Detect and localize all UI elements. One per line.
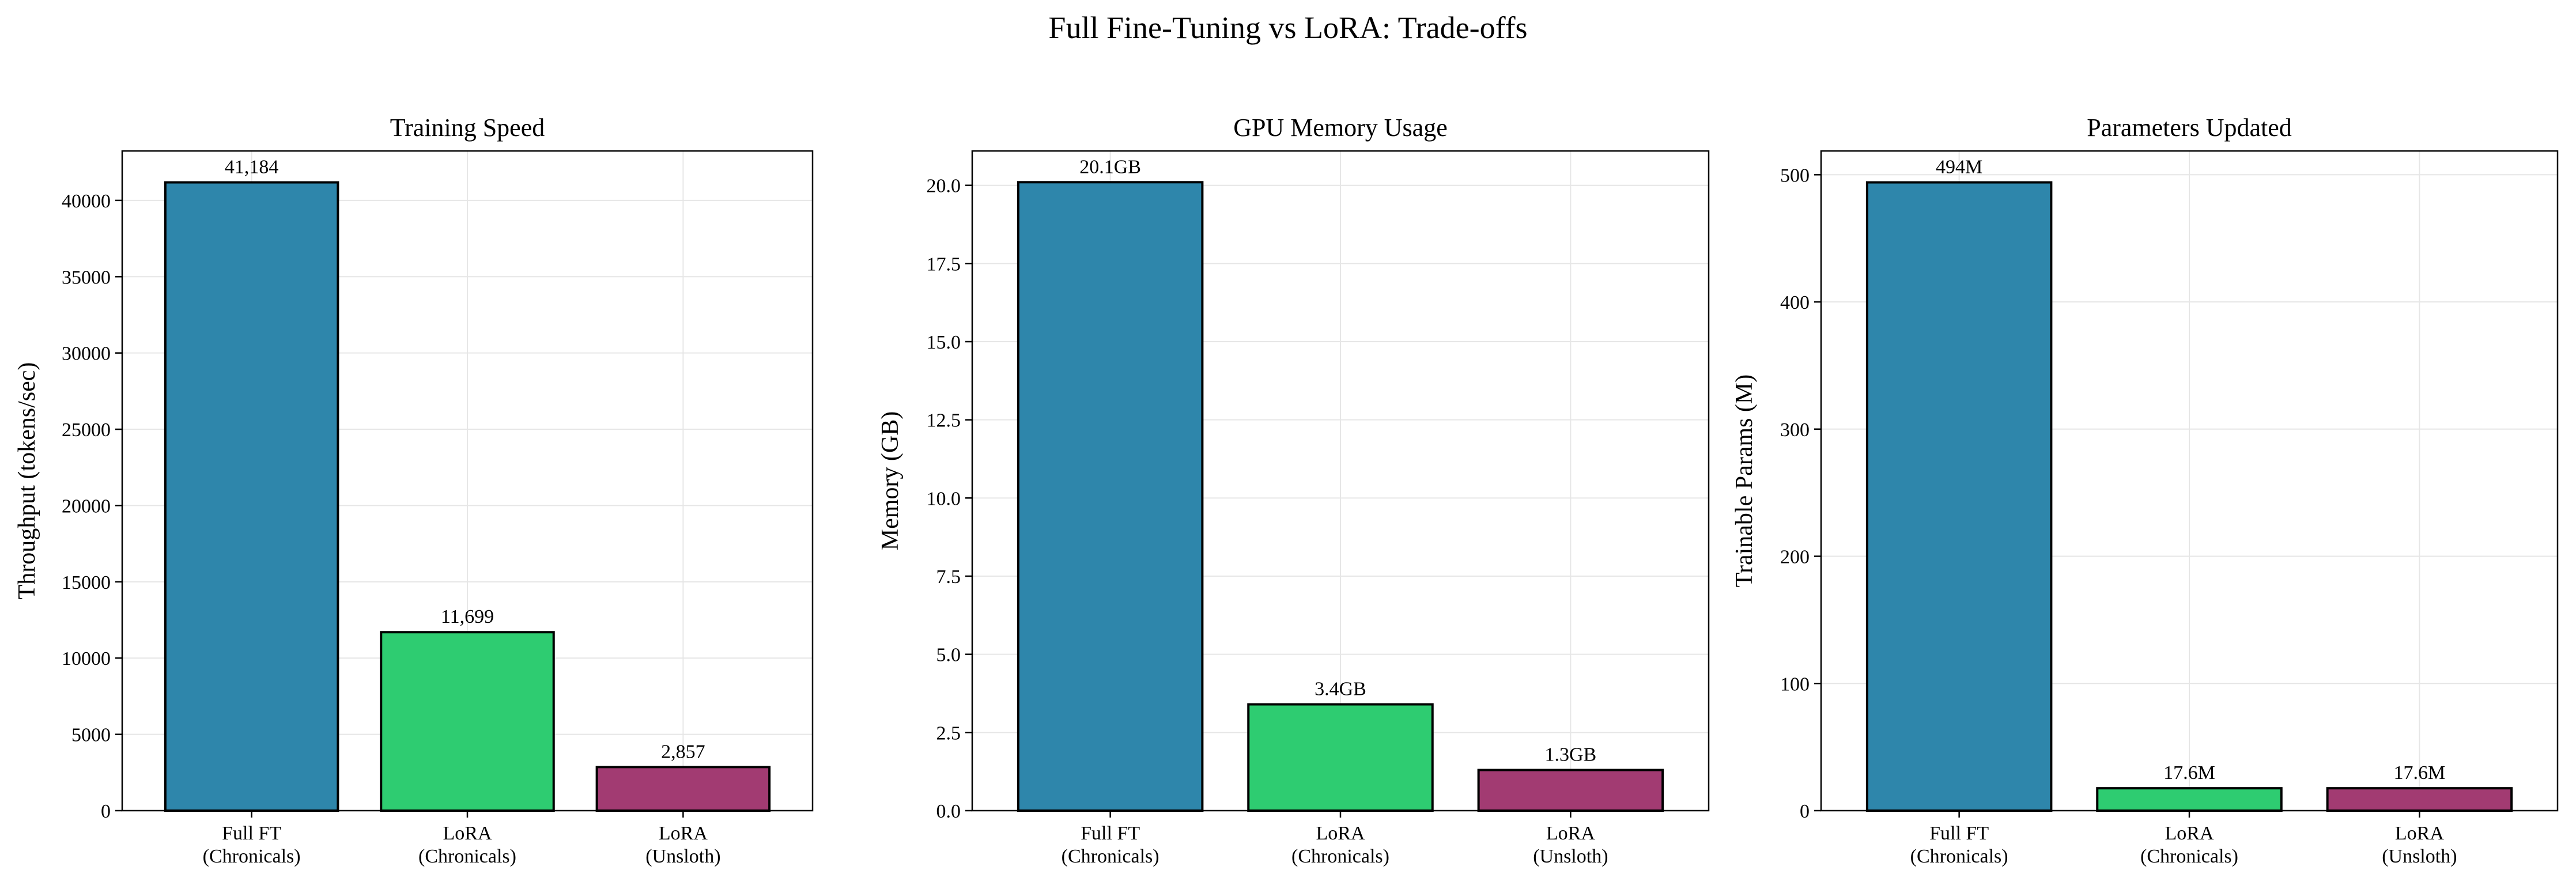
x-tick-label: LoRA (Chronicals): [1291, 823, 1389, 867]
y-tick-label: 7.5: [936, 566, 961, 588]
subplot-parameters-updated: Parameters Updated Trainable Params (M) …: [1731, 114, 2559, 867]
bar-value-label: 494M: [1936, 157, 1982, 178]
bar: [1477, 769, 1664, 812]
y-tick-label: 400: [1780, 292, 1810, 313]
subplot-training-speed: Training Speed Throughput (tokens/sec) 0…: [14, 114, 814, 867]
x-tick-label: LoRA (Unsloth): [1533, 823, 1608, 867]
y-tick-label: 0: [1800, 801, 1810, 822]
bar-value-label: 41,184: [225, 157, 279, 178]
y-tick-label: 12.5: [927, 410, 961, 432]
bar-value-label: 17.6M: [2394, 762, 2446, 784]
axes-frame: [121, 150, 814, 812]
bar-value-label: 3.4GB: [1315, 678, 1366, 699]
y-tick-label: 200: [1780, 547, 1810, 568]
axes-frame: [971, 150, 1710, 812]
y-tick-label: 40000: [62, 191, 111, 212]
bar-value-label: 1.3GB: [1545, 744, 1597, 765]
bars: [1017, 181, 1664, 812]
subplot-title: GPU Memory Usage: [1233, 114, 1448, 142]
y-axis-label: Trainable Params (M): [1731, 374, 1758, 587]
figure-title: Full Fine-Tuning vs LoRA: Trade-offs: [1048, 10, 1527, 45]
y-tick-label: 10.0: [927, 488, 961, 509]
subplot-gpu-memory-usage: GPU Memory Usage Memory (GB) 0.0 2.5 5.0 7.…: [877, 114, 1710, 867]
subplot-title: Training Speed: [390, 114, 545, 142]
bar: [164, 181, 339, 812]
y-tick-label: 5000: [71, 725, 111, 746]
bars: [1865, 181, 2513, 812]
y-tick-label: 20.0: [927, 176, 961, 197]
x-tick-label: LoRA (Chronicals): [2140, 823, 2238, 867]
y-tick-label: 20000: [62, 495, 111, 517]
bar-value-label: 17.6M: [2163, 762, 2215, 784]
x-tick-label: Full FT (Chronicals): [1062, 823, 1159, 867]
bar: [2096, 787, 2283, 812]
y-tick-label: 100: [1780, 674, 1810, 695]
y-axis-label: Memory (GB): [877, 411, 904, 550]
bar-value-label: 20.1GB: [1079, 156, 1141, 177]
bar: [595, 766, 771, 812]
y-tick-label: 10000: [62, 648, 111, 669]
bar: [1247, 703, 1434, 812]
y-tick-label: 30000: [62, 343, 111, 365]
y-tick-label: 17.5: [927, 254, 961, 275]
axes-frame: [1820, 150, 2559, 812]
y-tick-label: 15000: [62, 572, 111, 593]
subplot-title: Parameters Updated: [2087, 114, 2292, 142]
y-tick-label: 0.0: [936, 801, 961, 822]
x-tick-label: Full FT (Chronicals): [203, 823, 301, 867]
bar: [1865, 181, 2053, 812]
y-tick-label: 2.5: [936, 722, 961, 744]
y-axis-label: Throughput (tokens/sec): [14, 362, 40, 600]
bar: [1017, 181, 1204, 812]
bar-value-label: 11,699: [441, 606, 494, 627]
bar: [2326, 787, 2513, 812]
bar: [380, 631, 555, 812]
x-tick-label: LoRA (Chronicals): [418, 823, 516, 867]
y-tick-label: 25000: [62, 419, 111, 441]
bars: [164, 181, 771, 812]
y-tick-label: 0: [101, 801, 111, 822]
y-tick-label: 500: [1780, 165, 1810, 186]
x-tick-label: LoRA (Unsloth): [645, 823, 720, 867]
y-tick-label: 5.0: [936, 645, 961, 666]
y-tick-label: 35000: [62, 267, 111, 288]
y-tick-label: 300: [1780, 419, 1810, 441]
x-tick-label: LoRA (Unsloth): [2382, 823, 2457, 867]
bar-value-label: 2,857: [661, 741, 705, 762]
y-tick-label: 15.0: [927, 332, 961, 353]
x-tick-label: Full FT (Chronicals): [1910, 823, 2008, 867]
